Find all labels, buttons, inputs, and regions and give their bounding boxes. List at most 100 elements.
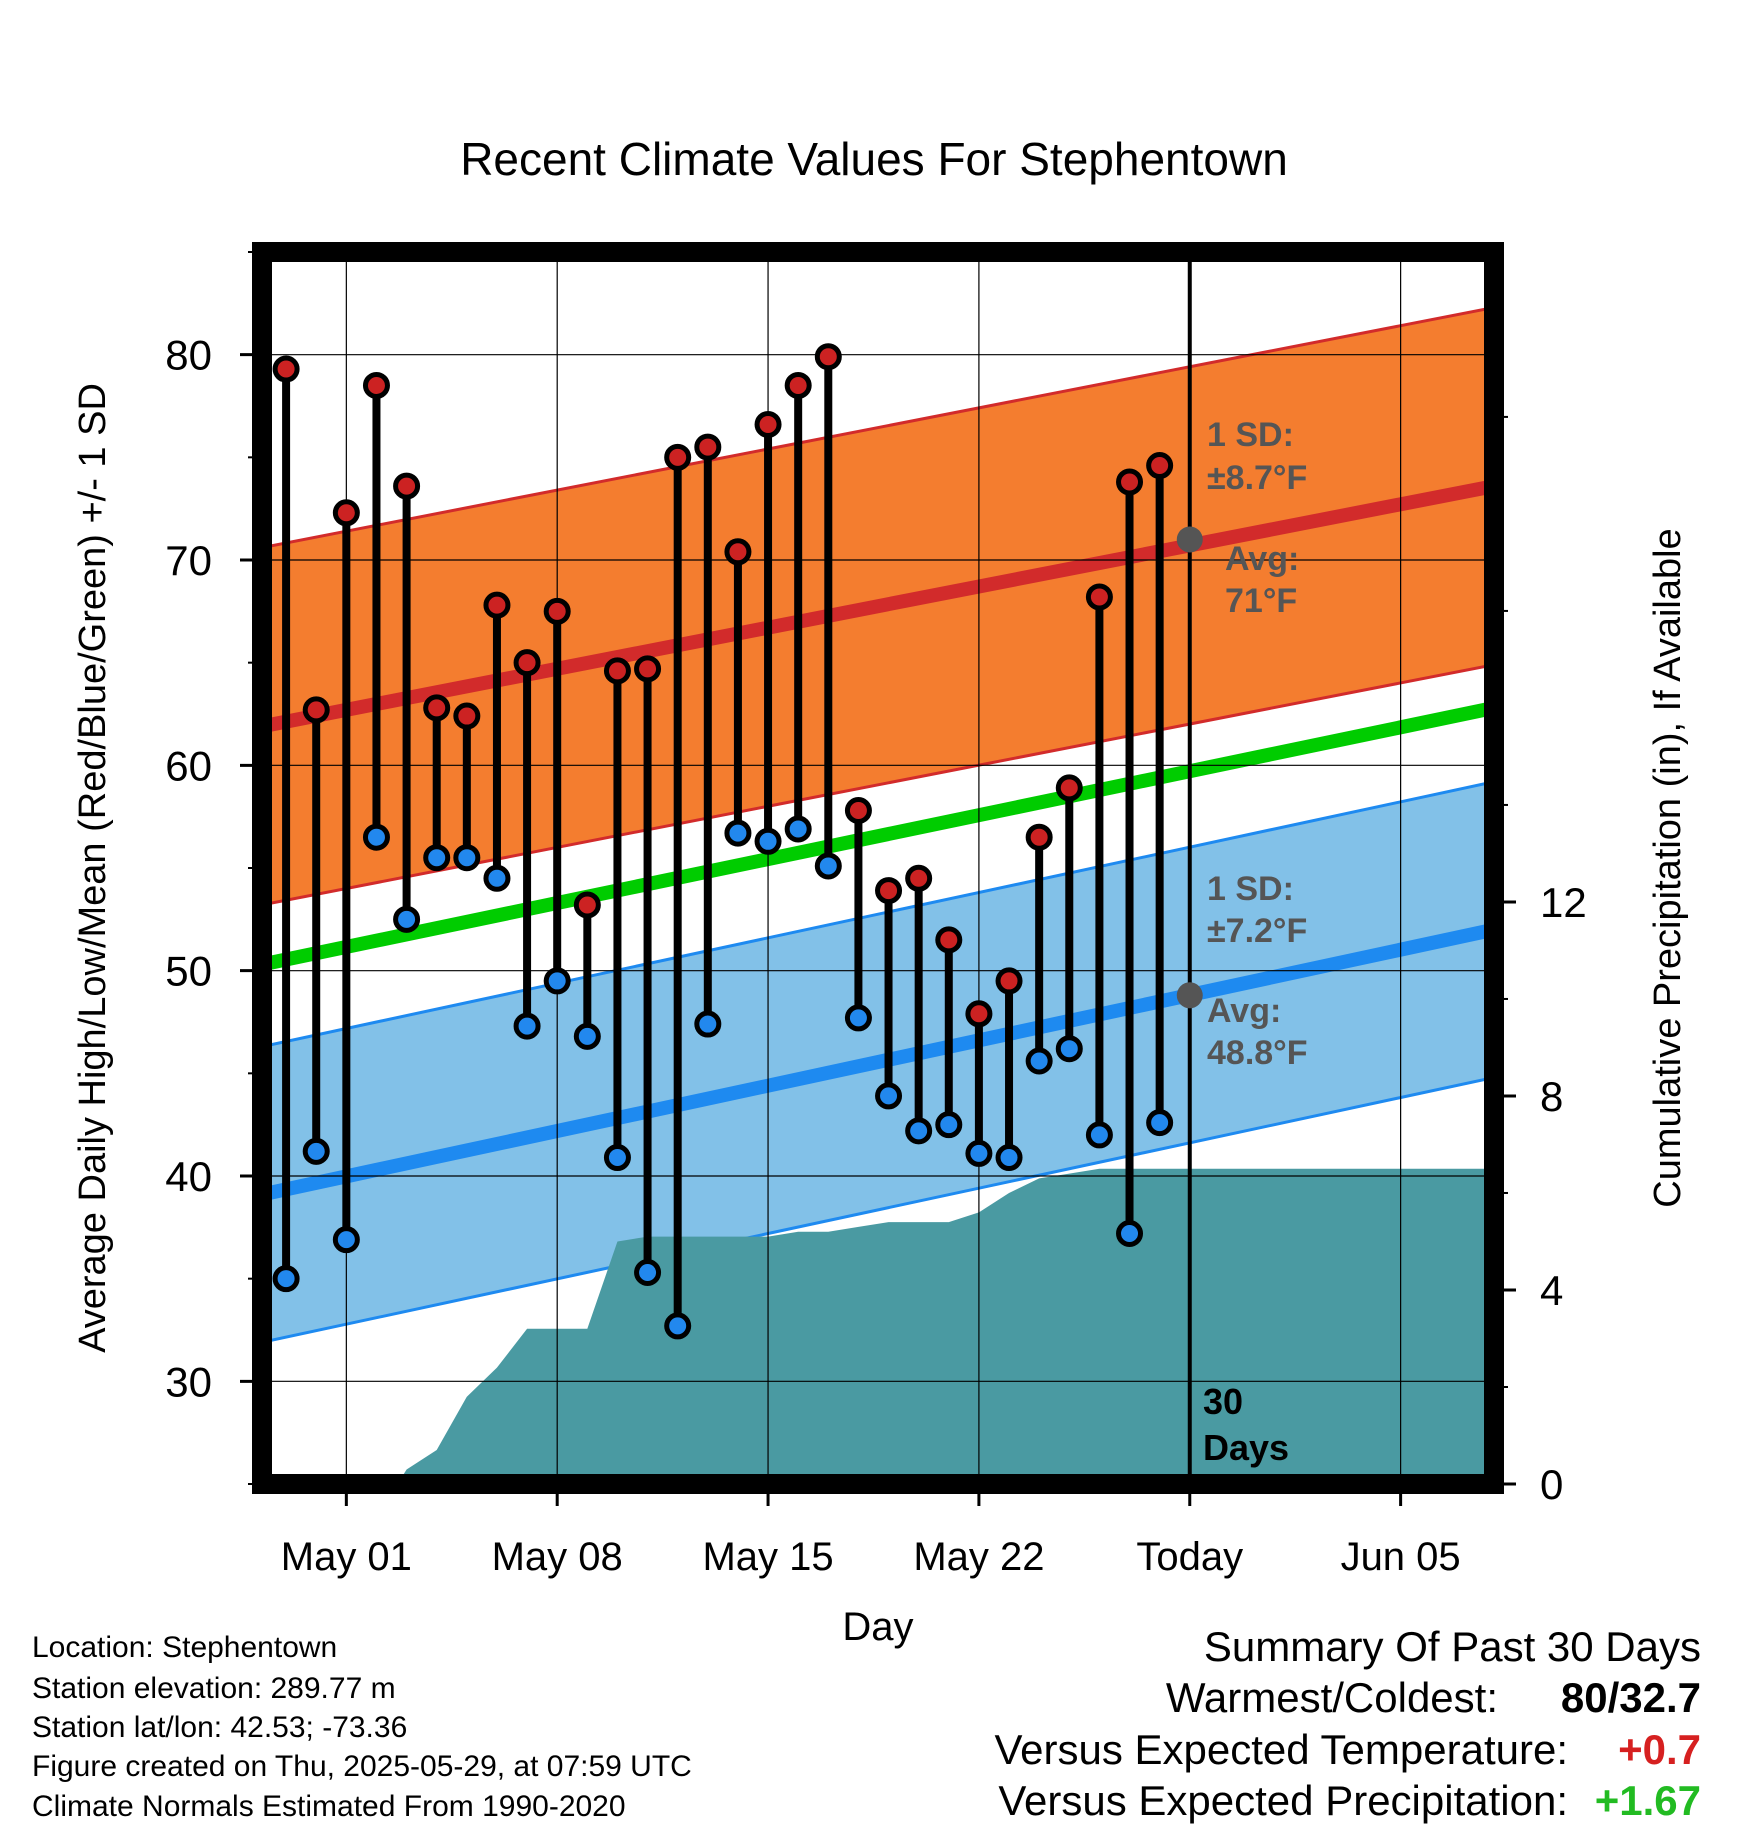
- low-avg-label: Avg:: [1207, 992, 1281, 1030]
- daily-high-point: [543, 597, 571, 625]
- daily-high-point: [784, 371, 812, 399]
- high-sd-band-upper-edge: [262, 305, 1494, 550]
- info-normals: Climate Normals Estimated From 1990-2020: [32, 1790, 626, 1823]
- today-label-days-count: 30: [1203, 1381, 1243, 1422]
- low-sd-band-upper-edge: [262, 780, 1494, 1049]
- daily-high-point: [1055, 774, 1083, 802]
- x-tick-label: May 15: [702, 1535, 833, 1579]
- daily-high-point: [1116, 468, 1144, 496]
- precip-area: [262, 1168, 1494, 1484]
- daily-high-point: [754, 410, 782, 438]
- daily-low-point: [573, 1022, 601, 1050]
- y-tick-label: 70: [165, 537, 212, 584]
- daily-high-point: [905, 864, 933, 892]
- daily-low-point: [302, 1137, 330, 1165]
- daily-low-point: [814, 852, 842, 880]
- summary-heading: Summary Of Past 30 Days: [1203, 1623, 1701, 1670]
- daily-low-point: [1116, 1219, 1144, 1247]
- today-low-avg-marker: [1176, 982, 1203, 1009]
- info-latlon: Station lat/lon: 42.53; -73.36: [32, 1711, 408, 1744]
- daily-low-point: [362, 823, 390, 851]
- daily-low-point: [332, 1226, 360, 1254]
- daily-low-point: [393, 905, 421, 933]
- daily-low-point: [784, 815, 812, 843]
- daily-low-point: [1025, 1047, 1053, 1075]
- daily-high-point: [935, 926, 963, 954]
- low-sd-label: 1 SD:: [1207, 870, 1294, 908]
- daily-high-point: [814, 343, 842, 371]
- today-high-avg-marker: [1176, 526, 1203, 553]
- y-tick-label: 30: [165, 1358, 212, 1405]
- daily-high-point: [513, 649, 541, 677]
- daily-high-point: [302, 696, 330, 724]
- daily-low-point: [423, 844, 451, 872]
- daily-high-point: [724, 538, 752, 566]
- daily-low-point: [483, 864, 511, 892]
- x-tick-label: May 22: [913, 1535, 1044, 1579]
- chart-title: Recent Climate Values For Stephentown: [460, 133, 1288, 185]
- summary-temp-value: +0.7: [1618, 1726, 1701, 1773]
- summary-temp-label: Versus Expected Temperature:: [994, 1726, 1568, 1773]
- y2-tick-label: 0: [1540, 1461, 1563, 1508]
- daily-low-point: [1085, 1121, 1113, 1149]
- y-tick-label: 50: [165, 948, 212, 995]
- y-axis-label: Average Daily High/Low/Mean (Red/Blue/Gr…: [72, 383, 114, 1353]
- daily-low-point: [453, 844, 481, 872]
- high-avg-value: 71°F: [1225, 582, 1297, 620]
- daily-high-point: [453, 702, 481, 730]
- high-sd-value: ±8.7°F: [1207, 459, 1307, 497]
- daily-high-point: [332, 499, 360, 527]
- daily-high-point: [995, 967, 1023, 995]
- daily-high-point: [875, 877, 903, 905]
- y2-tick-label: 12: [1540, 879, 1587, 926]
- daily-high-point: [423, 694, 451, 722]
- daily-low-point: [935, 1111, 963, 1139]
- summary-precip-label: Versus Expected Precipitation:: [998, 1777, 1568, 1824]
- y-tick-label: 80: [165, 332, 212, 379]
- high-avg-label: Avg:: [1225, 540, 1299, 578]
- daily-low-point: [754, 827, 782, 855]
- daily-high-point: [393, 472, 421, 500]
- today-label-days-word: Days: [1203, 1427, 1289, 1468]
- daily-low-point: [543, 967, 571, 995]
- daily-high-point: [634, 655, 662, 683]
- daily-high-point: [483, 591, 511, 619]
- daily-high-point: [272, 355, 300, 383]
- x-tick-label: Jun 05: [1341, 1535, 1461, 1579]
- daily-low-point: [664, 1312, 692, 1340]
- summary-warmest-value: 80/32.7: [1560, 1674, 1701, 1721]
- daily-high-point: [603, 657, 631, 685]
- info-location: Location: Stephentown: [32, 1631, 338, 1664]
- info-created: Figure created on Thu, 2025-05-29, at 07…: [32, 1750, 692, 1783]
- daily-low-point: [965, 1139, 993, 1167]
- daily-high-point: [664, 443, 692, 471]
- normal-mean-line: [262, 700, 1494, 972]
- x-axis-label: Day: [842, 1605, 913, 1649]
- x-tick-label: Today: [1136, 1535, 1243, 1579]
- low-avg-value: 48.8°F: [1207, 1034, 1308, 1072]
- daily-low-point: [1055, 1035, 1083, 1063]
- daily-low-point: [905, 1117, 933, 1145]
- summary-precip-value: +1.67: [1594, 1777, 1701, 1824]
- y-tick-label: 60: [165, 742, 212, 789]
- daily-high-point: [573, 891, 601, 919]
- daily-low-point: [272, 1265, 300, 1293]
- daily-low-point: [844, 1004, 872, 1032]
- daily-low-point: [875, 1082, 903, 1110]
- summary-warmest-label: Warmest/Coldest:: [1165, 1674, 1498, 1721]
- daily-high-point: [965, 1000, 993, 1028]
- low-sd-value: ±7.2°F: [1207, 912, 1307, 950]
- low-sd-band-lower-edge: [262, 1075, 1494, 1344]
- daily-high-point: [362, 371, 390, 399]
- daily-high-point: [1146, 452, 1174, 480]
- normal-high-line: [262, 479, 1494, 734]
- x-tick-label: May 01: [281, 1535, 412, 1579]
- daily-low-point: [1146, 1109, 1174, 1137]
- y2-axis-label: Cumulative Precipitation (in), If Availa…: [1647, 528, 1689, 1207]
- daily-low-point: [694, 1010, 722, 1038]
- daily-high-point: [1085, 583, 1113, 611]
- daily-low-point: [513, 1012, 541, 1040]
- normal-low-line: [262, 922, 1494, 1202]
- x-tick-label: May 08: [492, 1535, 623, 1579]
